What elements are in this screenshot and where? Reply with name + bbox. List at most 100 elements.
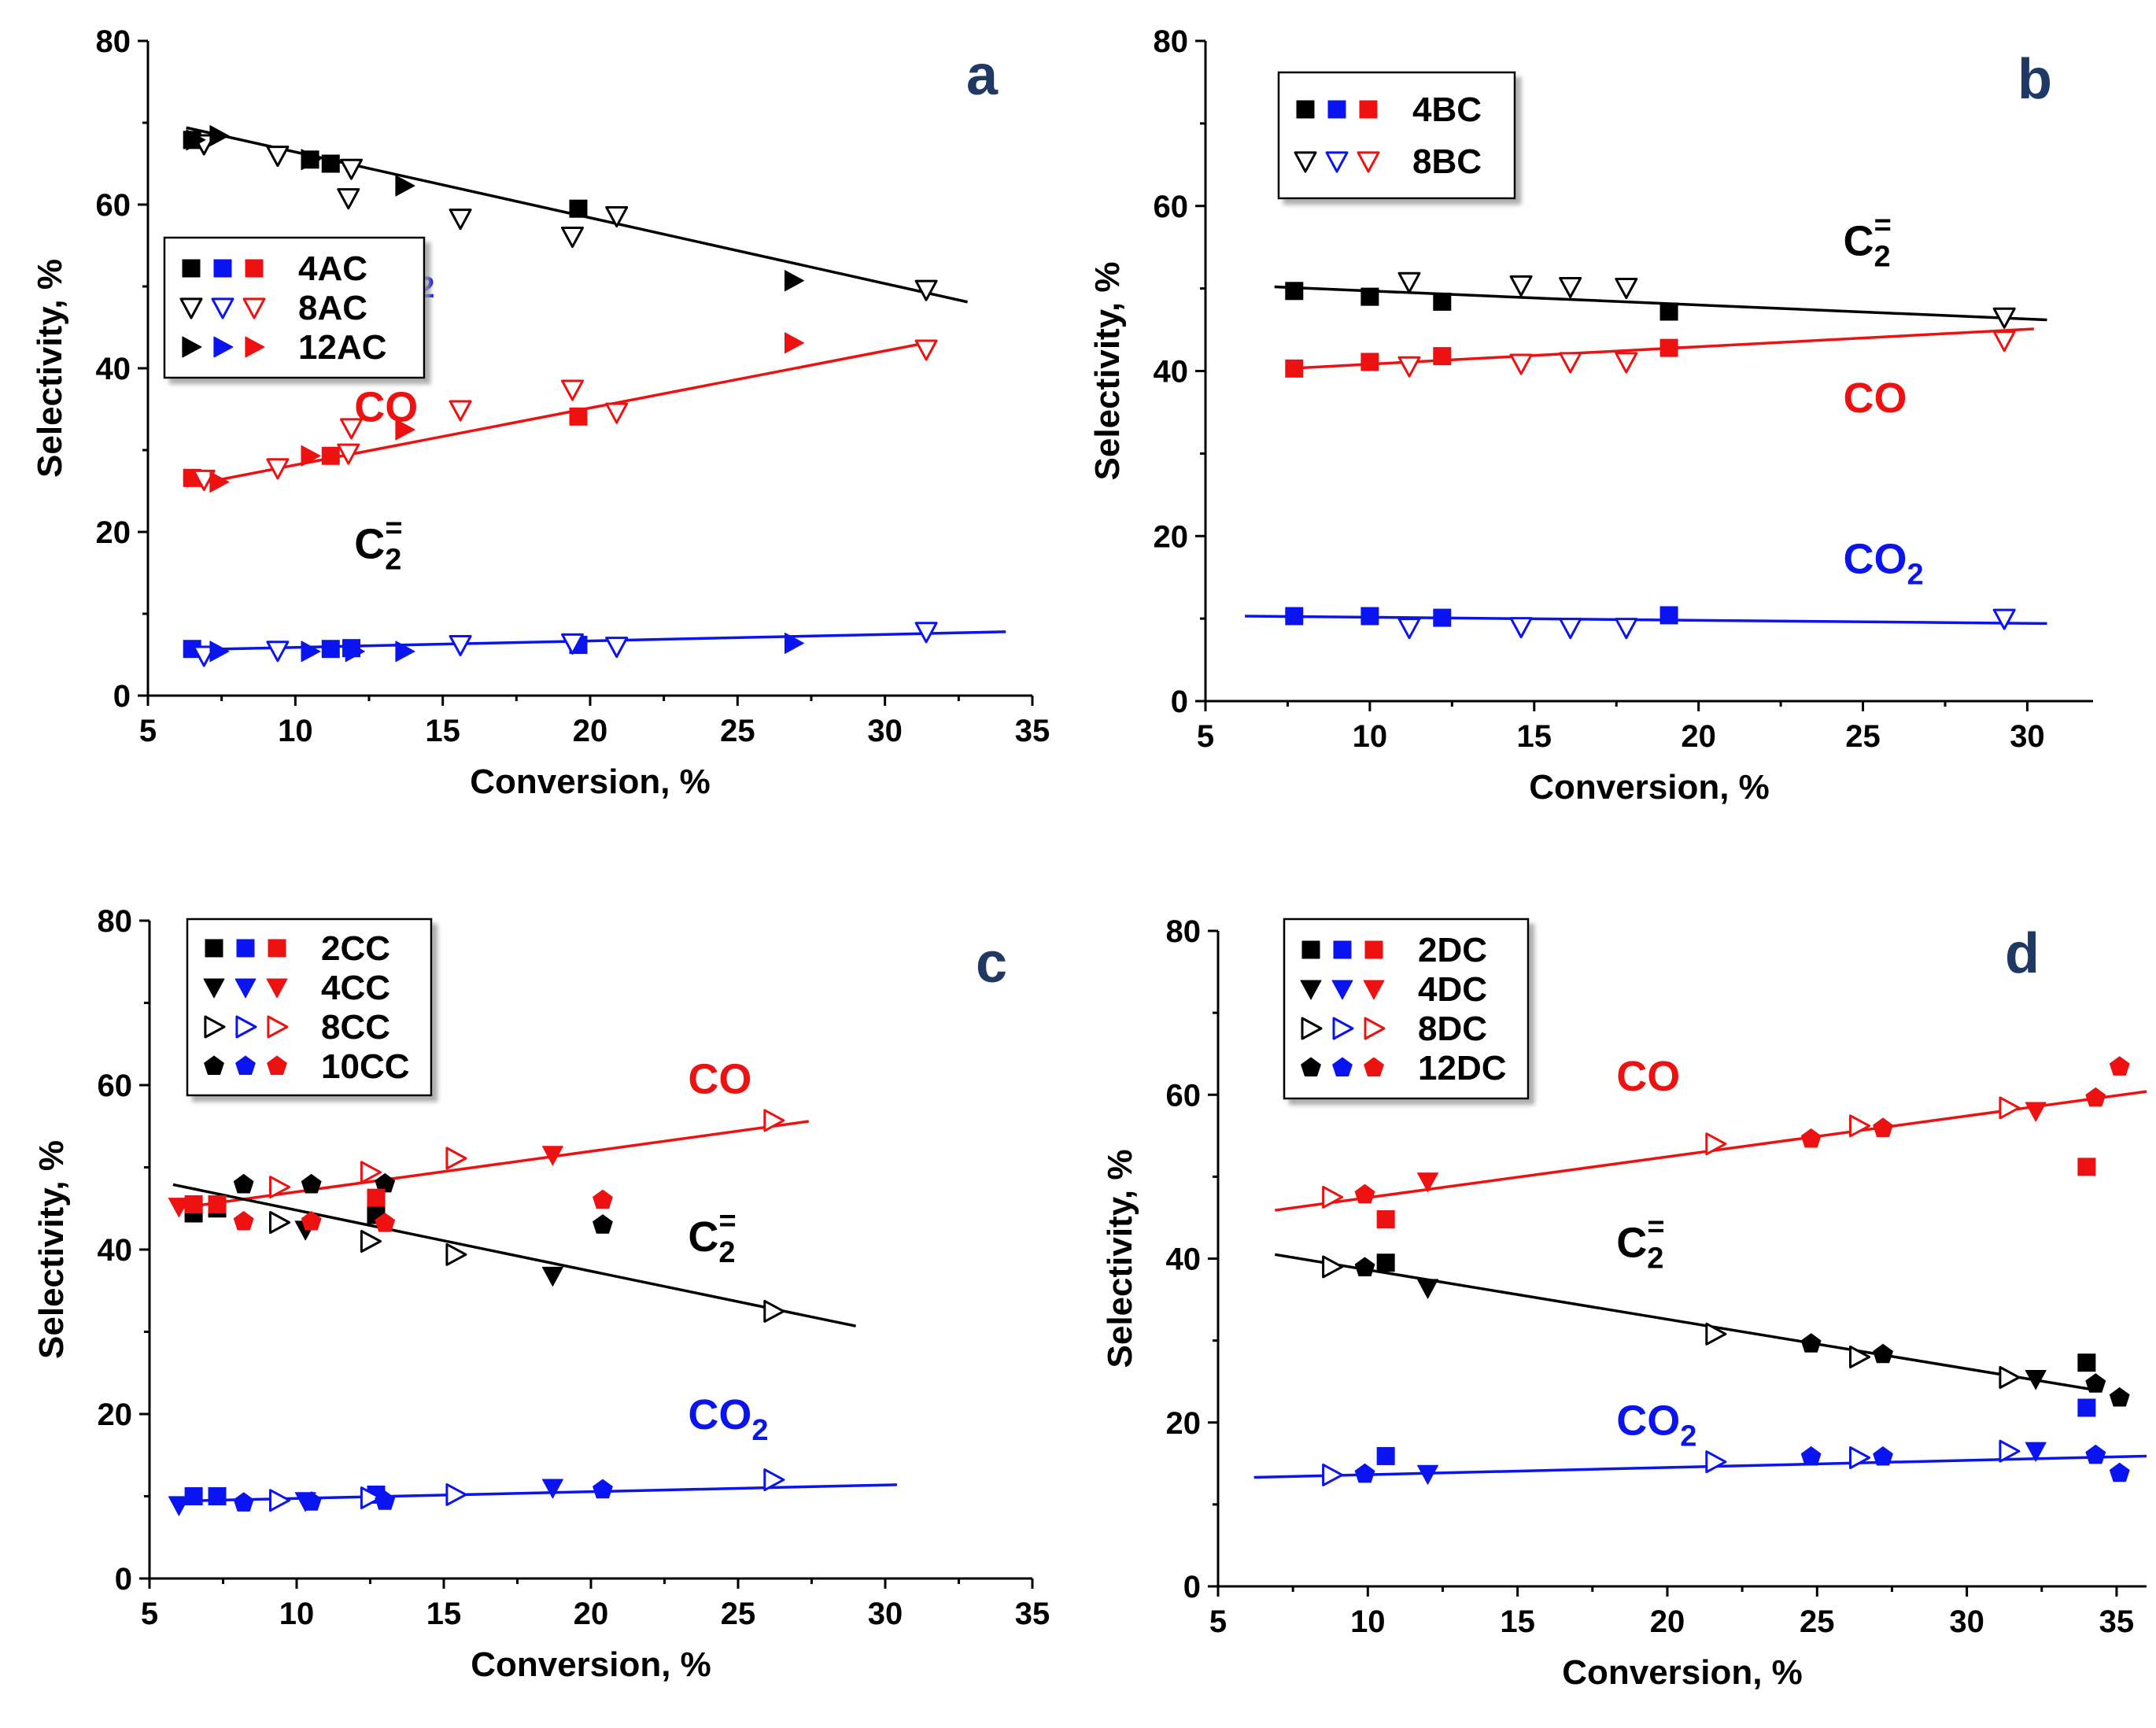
panel-d-data-point: [1705, 1450, 1727, 1474]
panel-a-data-point: [266, 146, 290, 168]
panel-d-data-point: [2077, 1398, 2096, 1417]
panel-c-data-point: [208, 1195, 227, 1214]
panel-a-data-point: [914, 279, 938, 301]
panel-c-y-tick-label: 80: [98, 904, 133, 939]
panel-d-legend-marker: [1300, 980, 1322, 1000]
panel-d-legend-marker: [1333, 940, 1352, 959]
panel-d-data-point: [1800, 1128, 1822, 1148]
panel-a-data-point: [345, 641, 365, 663]
panel-c-x-tick-label: 10: [279, 1597, 315, 1631]
panel-d-series: [1322, 1255, 2021, 1389]
panel-d-legend-label: 12DC: [1418, 1049, 1507, 1087]
panel-d-legend-marker: [1364, 1017, 1386, 1040]
panel-d-data-point: [2025, 1102, 2047, 1122]
panel-d-legend-label: 4DC: [1418, 970, 1487, 1009]
panel-d-data-point: [1705, 1132, 1727, 1156]
panel-a-data-point: [186, 129, 206, 151]
panel-d-data-point: [2077, 1353, 2096, 1372]
panel-a-data-point: [340, 418, 363, 440]
panel-b-data-point: [1360, 353, 1379, 371]
panel-c-data-point: [445, 1146, 467, 1170]
panel-c-label: c: [976, 932, 1007, 995]
panel-c-data-point: [763, 1109, 785, 1132]
panel-d-data-point: [1873, 1343, 1893, 1364]
panel-a-curve-label: C2=: [354, 511, 402, 576]
panel-c-data-point: [269, 1489, 291, 1512]
panel-d-y-axis-label: Selectivity, %: [1101, 1150, 1139, 1368]
panel-c-y-tick-label: 20: [98, 1398, 133, 1432]
panel-a-data-point: [209, 125, 230, 147]
panel-d-data-point: [2085, 1373, 2106, 1393]
panel-c-data-point: [233, 1173, 254, 1194]
panel-a-data-point: [569, 407, 588, 426]
panel-a-data-point: [266, 458, 290, 480]
panel-a-series: [183, 407, 588, 487]
panel-d-curve-label: CO2: [1616, 1397, 1696, 1453]
panel-d-x-tick-label: 10: [1350, 1604, 1386, 1639]
panel-d-series: [1376, 1254, 2096, 1372]
panel-a-x-axis-label: Conversion, %: [470, 762, 711, 801]
panel-b-data-point: [1992, 330, 2016, 353]
panel-d-y-tick-label: 40: [1166, 1242, 1202, 1277]
panel-d-data-point: [1849, 1114, 1871, 1138]
panel-a-legend-marker: [182, 336, 202, 358]
panel-d-fit-line-blue: [1253, 1454, 2147, 1479]
panel-a-chart: 5 10 15 20 25 30 35 0 20 40 60 80 Conversion, % Selec…: [31, 24, 1050, 801]
panel-d-data-point: [2109, 1056, 2130, 1076]
panel-d-legend-marker: [1332, 1057, 1353, 1076]
panel-a-fit-line-red: [186, 342, 927, 488]
panel-d-y-tick-label: 20: [1166, 1406, 1202, 1441]
panel-a-legend-marker: [213, 259, 232, 278]
panel-b-legend-marker: [1294, 151, 1317, 173]
panel-b-y-axis-label: Selectivity, %: [1088, 262, 1127, 481]
panel-b-y-tick-label: 40: [1154, 355, 1189, 390]
panel-a-series: [209, 632, 804, 663]
panel-c-legend-label: 4CC: [321, 969, 390, 1007]
panel-c-data-point: [269, 1211, 291, 1234]
panel-a-data-point: [605, 206, 629, 228]
panel-a-data-point: [449, 635, 472, 656]
panel-a-data-point: [561, 633, 584, 655]
panel-a-legend-label: 12AC: [298, 328, 387, 367]
panel-c-data-point: [208, 1487, 227, 1505]
panel-d-data-point: [2025, 1442, 2047, 1462]
panel-d-data-point: [1417, 1464, 1438, 1485]
panel-c-data-point: [375, 1213, 396, 1232]
panel-a-data-point: [605, 402, 629, 424]
panel-b-legend-marker: [1325, 151, 1349, 173]
panel-d-data-point: [2109, 1462, 2130, 1482]
panel-d-data-point: [1800, 1446, 1822, 1466]
panel-d-data-point: [1354, 1463, 1375, 1483]
panel-b-legend-box: [1277, 71, 1516, 200]
panel-c-data-point: [375, 1490, 396, 1510]
panel-a-data-point: [209, 471, 230, 493]
panel-c-legend-marker: [205, 939, 223, 958]
panel-b-legend-marker: [1359, 100, 1378, 119]
panel-c-data-point: [593, 1214, 613, 1234]
panel-c-data-point: [301, 1491, 322, 1511]
panel-b-data-point: [1433, 292, 1452, 311]
panel-a-series: [183, 636, 588, 659]
panel-a-series: [192, 134, 938, 301]
panel-a-data-point: [449, 400, 472, 422]
panel-a-data-point: [209, 641, 230, 663]
panel-b-data-point: [1433, 608, 1452, 627]
panel-c-legend-label: 8CC: [321, 1008, 390, 1047]
panel-c-legend-label: 10CC: [321, 1047, 410, 1086]
panel-d-data-point: [2109, 1387, 2130, 1407]
panel-c-x-tick-label: 25: [721, 1597, 756, 1631]
panel-c-chart: 5 10 15 20 25 30 35 0 20 40 60 80 Conversion, % Selec…: [32, 904, 1050, 1684]
panel-a-x-tick-label: 20: [573, 714, 608, 748]
panel-c-x-tick-label: 20: [574, 1597, 609, 1631]
panel-a-label: a: [966, 44, 999, 107]
panel-c-data-point: [360, 1161, 382, 1184]
panel-c-data-point: [301, 1173, 322, 1194]
panel-a-legend-label: 4AC: [298, 249, 367, 288]
panel-a-data-point: [337, 443, 360, 465]
panel-d-legend-marker: [1332, 1017, 1354, 1040]
panel-c-fit-line-black: [172, 1183, 856, 1327]
panel-c-legend-marker: [267, 1055, 287, 1075]
panel-c-legend-label: 2CC: [321, 929, 390, 968]
panel-a-data-point: [395, 175, 415, 197]
